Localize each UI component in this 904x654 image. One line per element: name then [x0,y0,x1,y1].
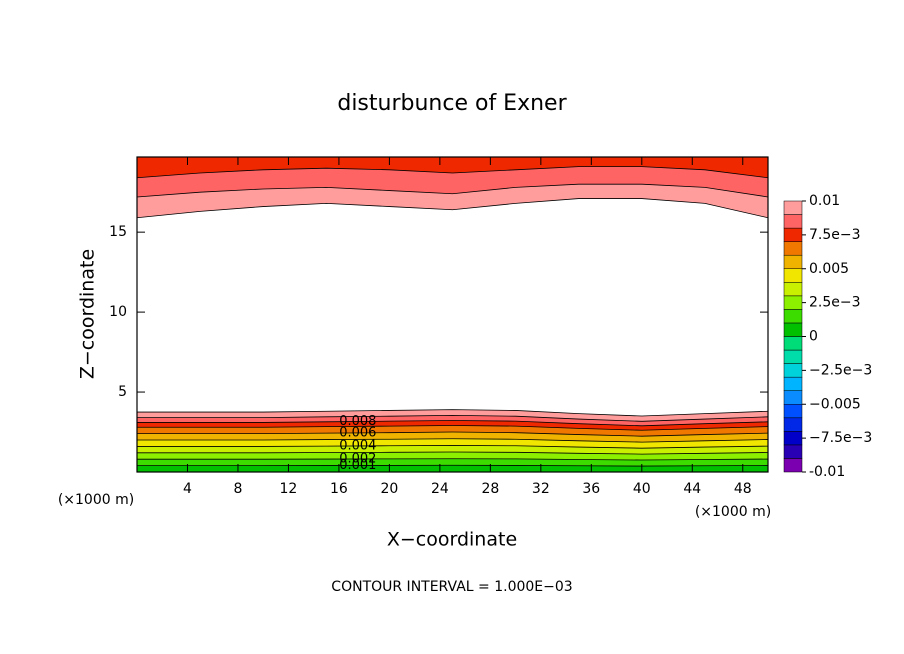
plot-frame [136,156,769,473]
contour-line [137,414,769,422]
colorbar-label: 0 [809,329,818,345]
x-axis-label: X−coordinate [387,529,517,551]
colorbar-box [783,295,803,310]
contour-label: 0.002 [339,451,376,466]
contour-fill [137,425,768,437]
contour-label: 0.008 [339,414,376,429]
colorbar-box [783,336,803,351]
contour-fill [137,184,768,218]
colorbar-box [783,214,803,229]
colorbar-label: −0.005 [809,396,861,412]
colorbar-label: 7.5e−3 [809,227,861,243]
contour-fill [137,409,768,422]
colorbar-box [783,349,803,364]
colorbar-box [783,417,803,432]
contour-fill [137,415,768,426]
footer: CONTOUR INTERVAL = 1.000E−03 [331,579,572,595]
contour-fill [137,458,768,467]
contour-line [137,431,769,437]
contour-line [137,409,769,417]
x-tick-label: 8 [233,481,242,497]
colorbar-box [783,200,803,215]
colorbar-label: 2.5e−3 [809,295,861,311]
colorbar-box [783,376,803,391]
x-tick-label: 12 [280,481,298,497]
y-tick-label: 5 [118,384,127,400]
contour-label: 0.001 [339,458,376,473]
colorbar-box [783,322,803,337]
colorbar-label: 0.005 [809,261,849,277]
contour-line [137,438,769,443]
x-tick-label: 28 [481,481,499,497]
colorbar-box [783,227,803,242]
contour-fill [137,445,768,455]
colorbar-box [783,363,803,378]
colorbar-box [783,268,803,283]
colorbar-box [783,390,803,405]
contour-line [137,464,769,467]
contour-line [137,451,769,455]
colorbar-label: −2.5e−3 [809,362,872,378]
x-tick-label: 44 [683,481,701,497]
colorbar-box [783,458,803,473]
colorbar-box [783,444,803,459]
colorbar-box [783,431,803,446]
colorbar-label: -0.01 [809,464,845,480]
contour-line [137,425,769,431]
colorbar-box [783,254,803,269]
contour-fill [137,157,768,178]
contour-line [136,183,769,198]
colorbar-box [783,241,803,256]
colorbar-label: 0.01 [809,193,840,209]
contour-line [137,445,769,449]
contour-fill [137,465,768,472]
chart-title: disturbunce of Exner [337,91,567,116]
colorbar-box [783,309,803,324]
x-tick-label: 48 [734,481,752,497]
contour-fill [137,438,768,449]
y-tick-label: 10 [109,304,127,320]
x-tick-label: 32 [532,481,550,497]
contour-label: 0.004 [339,438,376,453]
contour-line [136,198,769,219]
colorbar-box [783,404,803,419]
x-tick-label: 36 [582,481,600,497]
x-tick-label: 20 [380,481,398,497]
contour-line [137,458,769,461]
colorbar-label: −7.5e−3 [809,430,872,446]
x-tick-label: 40 [633,481,651,497]
contour-label: 0.006 [339,425,376,440]
y-axis-label: Z−coordinate [77,249,99,379]
contour-line [137,420,769,427]
x-unit-left: (×1000 m) [58,492,134,508]
x-tick-label: 4 [183,481,192,497]
contour-fill [137,166,768,197]
x-tick-label: 16 [330,481,348,497]
colorbar-box [783,282,803,297]
x-unit-right: (×1000 m) [695,504,771,520]
x-tick-label: 24 [431,481,449,497]
y-tick-label: 15 [109,224,127,240]
contour-line [136,166,769,179]
